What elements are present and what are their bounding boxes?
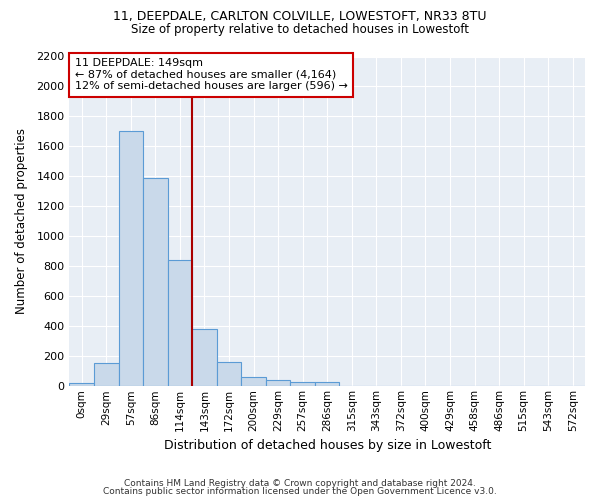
Bar [94,363,119,386]
Bar [241,376,266,386]
Text: 11 DEEPDALE: 149sqm
← 87% of detached houses are smaller (4,164)
12% of semi-det: 11 DEEPDALE: 149sqm ← 87% of detached ho… [74,58,347,92]
Text: Size of property relative to detached houses in Lowestoft: Size of property relative to detached ho… [131,22,469,36]
Bar [217,362,241,386]
Bar [290,382,315,386]
Bar [315,382,340,386]
Bar [192,328,217,386]
Text: 11, DEEPDALE, CARLTON COLVILLE, LOWESTOFT, NR33 8TU: 11, DEEPDALE, CARLTON COLVILLE, LOWESTOF… [113,10,487,23]
X-axis label: Distribution of detached houses by size in Lowestoft: Distribution of detached houses by size … [164,440,491,452]
Bar [70,384,94,386]
Y-axis label: Number of detached properties: Number of detached properties [15,128,28,314]
Text: Contains HM Land Registry data © Crown copyright and database right 2024.: Contains HM Land Registry data © Crown c… [124,478,476,488]
Bar [167,260,192,386]
Bar [119,132,143,386]
Text: Contains public sector information licensed under the Open Government Licence v3: Contains public sector information licen… [103,487,497,496]
Bar [143,178,167,386]
Bar [266,380,290,386]
